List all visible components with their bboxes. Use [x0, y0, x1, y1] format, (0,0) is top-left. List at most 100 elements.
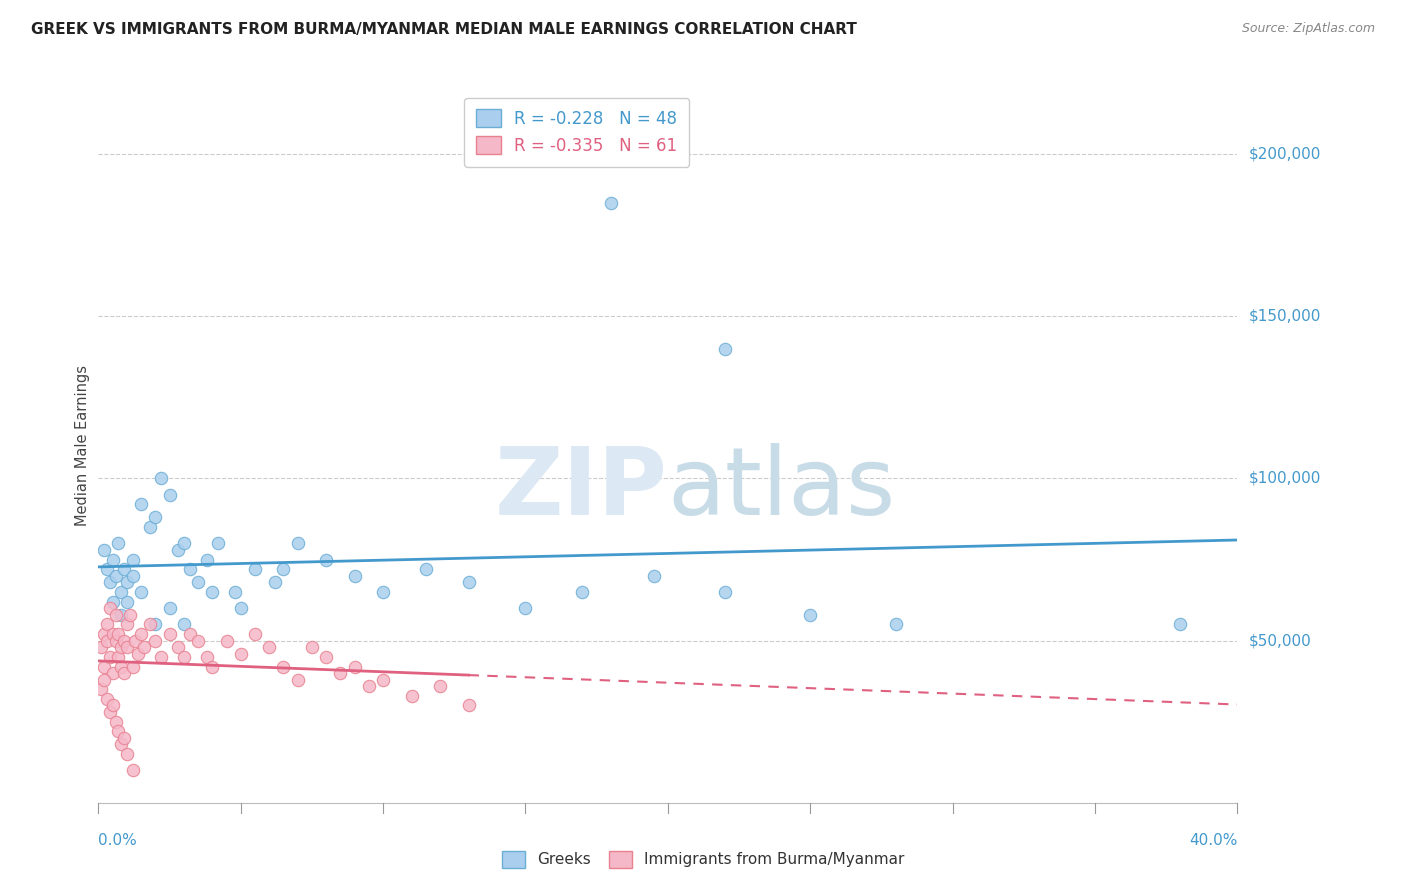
Point: [98, 575, 121, 590]
Point: [301, 640, 323, 654]
Point: [457, 575, 479, 590]
Point: [884, 617, 907, 632]
Point: [104, 568, 127, 582]
Point: [145, 617, 167, 632]
Point: [150, 649, 173, 664]
Point: [110, 607, 132, 622]
Point: [96, 562, 118, 576]
Point: [195, 552, 218, 566]
Point: [115, 575, 138, 590]
Text: $150,000: $150,000: [1249, 309, 1320, 324]
Point: [401, 689, 423, 703]
Point: [243, 627, 266, 641]
Text: 0.0%: 0.0%: [98, 833, 138, 848]
Point: [90, 682, 112, 697]
Point: [1170, 617, 1192, 632]
Point: [287, 673, 309, 687]
Point: [129, 627, 152, 641]
Point: [229, 601, 252, 615]
Point: [150, 471, 173, 485]
Point: [124, 633, 146, 648]
Point: [107, 536, 129, 550]
Text: atlas: atlas: [668, 442, 896, 535]
Point: [107, 627, 129, 641]
Point: [207, 536, 229, 550]
Point: [115, 747, 138, 761]
Point: [571, 585, 593, 599]
Point: [287, 536, 309, 550]
Point: [159, 601, 181, 615]
Point: [107, 649, 129, 664]
Point: [93, 673, 115, 687]
Point: [110, 738, 132, 752]
Point: [187, 575, 209, 590]
Point: [101, 698, 124, 713]
Point: [127, 647, 149, 661]
Point: [90, 640, 112, 654]
Point: [132, 640, 155, 654]
Point: [329, 666, 352, 681]
Point: [201, 585, 224, 599]
Point: [173, 617, 195, 632]
Point: [93, 627, 115, 641]
Point: [643, 568, 665, 582]
Point: [173, 649, 195, 664]
Point: [112, 562, 135, 576]
Point: [315, 552, 337, 566]
Point: [373, 673, 395, 687]
Point: [121, 659, 143, 673]
Point: [179, 627, 201, 641]
Point: [101, 627, 124, 641]
Legend: Greeks, Immigrants from Burma/Myanmar: Greeks, Immigrants from Burma/Myanmar: [495, 845, 911, 873]
Point: [145, 633, 167, 648]
Point: [98, 705, 121, 719]
Point: [215, 633, 238, 648]
Point: [101, 552, 124, 566]
Point: [110, 659, 132, 673]
Y-axis label: Median Male Earnings: Median Male Earnings: [75, 366, 90, 526]
Point: [714, 342, 737, 356]
Point: [121, 552, 143, 566]
Point: [121, 764, 143, 778]
Point: [243, 562, 266, 576]
Text: ZIP: ZIP: [495, 442, 668, 535]
Point: [98, 649, 121, 664]
Text: $50,000: $50,000: [1249, 633, 1312, 648]
Point: [179, 562, 201, 576]
Point: [129, 585, 152, 599]
Point: [107, 724, 129, 739]
Point: [104, 607, 127, 622]
Point: [373, 585, 395, 599]
Point: [145, 510, 167, 524]
Text: 40.0%: 40.0%: [1189, 833, 1237, 848]
Point: [112, 731, 135, 745]
Point: [195, 649, 218, 664]
Point: [259, 640, 281, 654]
Point: [118, 607, 141, 622]
Point: [159, 627, 181, 641]
Point: [96, 633, 118, 648]
Point: [98, 601, 121, 615]
Point: [273, 562, 295, 576]
Point: [264, 575, 287, 590]
Point: [714, 585, 737, 599]
Point: [101, 666, 124, 681]
Point: [115, 595, 138, 609]
Point: [167, 542, 190, 557]
Point: [110, 585, 132, 599]
Point: [96, 617, 118, 632]
Text: GREEK VS IMMIGRANTS FROM BURMA/MYANMAR MEDIAN MALE EARNINGS CORRELATION CHART: GREEK VS IMMIGRANTS FROM BURMA/MYANMAR M…: [31, 22, 856, 37]
Point: [173, 536, 195, 550]
Point: [273, 659, 295, 673]
Point: [159, 488, 181, 502]
Point: [343, 659, 366, 673]
Point: [104, 633, 127, 648]
Legend: R = -0.228   N = 48, R = -0.335   N = 61: R = -0.228 N = 48, R = -0.335 N = 61: [464, 97, 689, 167]
Point: [515, 601, 537, 615]
Point: [110, 640, 132, 654]
Point: [315, 649, 337, 664]
Text: $100,000: $100,000: [1249, 471, 1320, 486]
Text: $200,000: $200,000: [1249, 146, 1320, 161]
Point: [129, 497, 152, 511]
Point: [343, 568, 366, 582]
